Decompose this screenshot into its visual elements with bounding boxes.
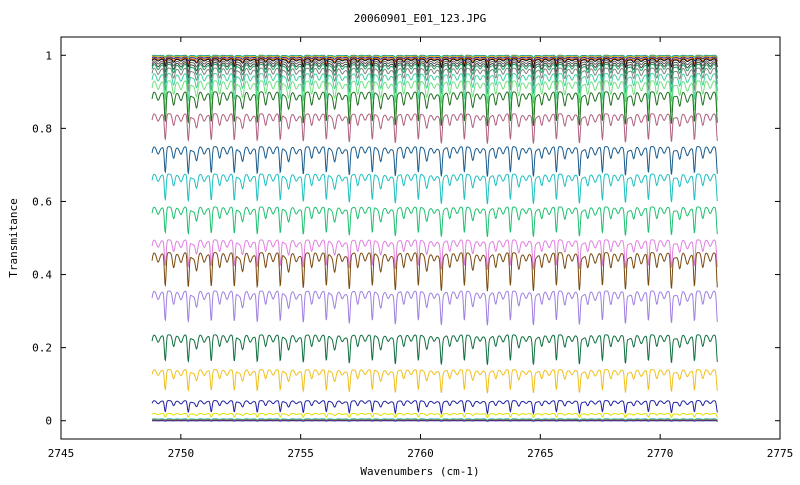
y-tick-label: 1: [45, 49, 52, 62]
x-tick-label: 2765: [527, 447, 554, 460]
series-line: [152, 291, 718, 325]
x-tick-label: 2760: [407, 447, 434, 460]
y-tick-label: 0.6: [32, 195, 52, 208]
chart-title: 20060901_E01_123.JPG: [354, 12, 486, 25]
series-line: [152, 370, 718, 394]
y-tick-label: 0.2: [32, 342, 52, 355]
series-line: [152, 207, 718, 237]
series-line: [152, 174, 718, 204]
series-line: [152, 147, 718, 177]
y-tick-label: 0.8: [32, 122, 52, 135]
x-tick-label: 2745: [48, 447, 75, 460]
x-tick-label: 2750: [168, 447, 195, 460]
x-axis-label: Wavenumbers (cm-1): [360, 465, 479, 478]
series-line: [152, 114, 718, 144]
x-tick-label: 2755: [287, 447, 314, 460]
y-tick-label: 0: [45, 415, 52, 428]
x-tick-label: 2775: [767, 447, 794, 460]
series-group: [152, 55, 718, 421]
axis-ticks: 2745 2750 2755 2760 2765 2770 2775 0 0.2 0.4 0.6 0.…: [32, 37, 793, 460]
series-line: [152, 253, 718, 292]
series-line: [152, 413, 718, 417]
series-line: [152, 401, 718, 414]
series-line: [152, 335, 718, 365]
y-tick-label: 0.4: [32, 269, 52, 282]
y-axis-label: Transmitance: [7, 198, 20, 277]
x-tick-label: 2770: [647, 447, 674, 460]
